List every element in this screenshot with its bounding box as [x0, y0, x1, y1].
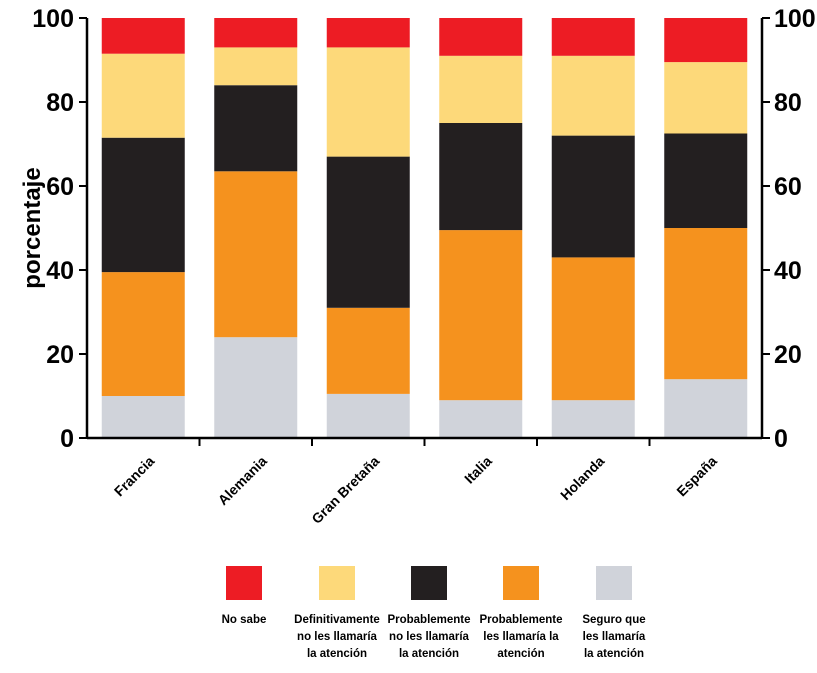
- left-tick-label: 60: [46, 173, 74, 201]
- bar-segment-3-3: [326, 156, 410, 308]
- bar-segment-1-1: [101, 396, 185, 438]
- legend-label: la atención: [584, 648, 644, 660]
- left-tick-label: 20: [46, 341, 74, 369]
- bar-segment-5-2: [551, 257, 635, 401]
- plot-area: [101, 18, 748, 438]
- bar-segment-6-1: [664, 379, 748, 438]
- bar-segment-6-2: [664, 228, 748, 380]
- legend-label: Seguro que: [582, 614, 645, 626]
- category-label: Holanda: [557, 453, 608, 504]
- legend-label: la atención: [399, 648, 459, 660]
- bar-segment-6-3: [664, 133, 748, 228]
- category-label: Italia: [461, 453, 495, 487]
- legend-swatch: [503, 566, 539, 600]
- legend-label: les llamaría: [583, 631, 646, 643]
- legend-label: les llamaría la: [483, 631, 559, 643]
- bar-segment-4-5: [439, 18, 523, 56]
- legend: No sabe Definitivamente no les llamaría la …: [222, 566, 646, 660]
- bar-segment-1-5: [101, 18, 185, 54]
- right-tick-label: 60: [774, 173, 802, 201]
- bar-segment-2-5: [214, 18, 298, 48]
- bar-segment-3-4: [326, 47, 410, 157]
- left-tick-label: 80: [46, 89, 74, 117]
- bar-segment-2-4: [214, 47, 298, 86]
- legend-label: la atención: [307, 648, 367, 660]
- legend-label: no les llamaría: [389, 631, 470, 643]
- bar-segment-1-4: [101, 53, 185, 138]
- bar-segment-2-3: [214, 85, 298, 172]
- bar-segment-5-3: [551, 135, 635, 258]
- right-tick-label: 20: [774, 341, 802, 369]
- bar-segment-6-4: [664, 62, 748, 134]
- legend-label: Probablemente: [387, 614, 470, 626]
- left-tick-label: 100: [32, 5, 74, 33]
- bar-segment-3-2: [326, 307, 410, 394]
- legend-label: atención: [497, 648, 544, 660]
- category-label: Francia: [111, 453, 158, 500]
- bar-segment-3-1: [326, 393, 410, 438]
- category-label: Alemania: [215, 453, 270, 508]
- legend-label: no les llamaría: [297, 631, 378, 643]
- legend-swatch: [411, 566, 447, 600]
- left-tick-label: 0: [60, 425, 74, 453]
- category-label: España: [673, 453, 720, 500]
- bar-segment-5-5: [551, 18, 635, 56]
- legend-swatch: [596, 566, 632, 600]
- bar-segment-4-2: [439, 230, 523, 401]
- legend-label: No sabe: [222, 614, 267, 626]
- bar-segment-3-5: [326, 18, 410, 48]
- bar-segment-4-3: [439, 123, 523, 231]
- bar-segment-5-1: [551, 400, 635, 438]
- legend-swatch: [226, 566, 262, 600]
- right-tick-label: 0: [774, 425, 788, 453]
- right-tick-label: 100: [774, 5, 816, 33]
- legend-label: Definitivamente: [294, 614, 380, 626]
- bar-segment-1-3: [101, 137, 185, 273]
- bar-segment-2-2: [214, 171, 298, 338]
- legend-swatch: [319, 566, 355, 600]
- right-tick-label: 80: [774, 89, 802, 117]
- left-tick-label: 40: [46, 257, 74, 285]
- category-label: Gran Bretaña: [308, 453, 382, 527]
- bar-segment-6-5: [664, 18, 748, 63]
- bar-segment-1-2: [101, 272, 185, 396]
- y-axis-title: porcentaje: [19, 167, 46, 288]
- bar-segment-5-4: [551, 55, 635, 136]
- right-tick-label: 40: [774, 257, 802, 285]
- bar-segment-2-1: [214, 337, 298, 438]
- bar-segment-4-4: [439, 55, 523, 123]
- legend-label: Probablemente: [479, 614, 562, 626]
- bar-segment-4-1: [439, 400, 523, 438]
